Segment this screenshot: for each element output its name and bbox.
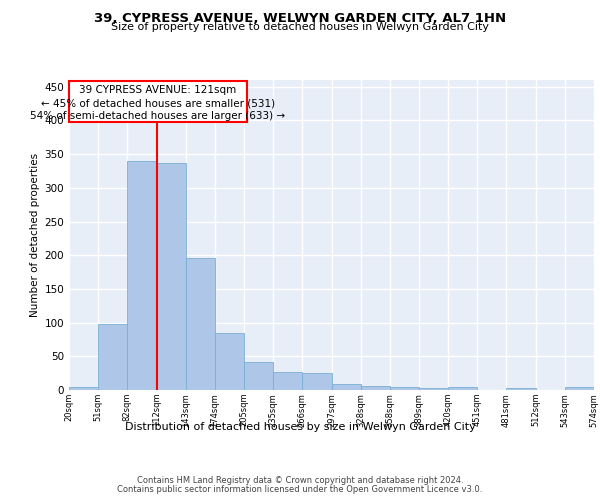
Bar bbox=[506, 388, 536, 390]
Text: ← 45% of detached houses are smaller (531): ← 45% of detached houses are smaller (53… bbox=[41, 98, 275, 108]
Bar bbox=[331, 384, 361, 390]
Bar bbox=[127, 161, 157, 390]
FancyBboxPatch shape bbox=[69, 82, 247, 122]
Bar bbox=[448, 386, 478, 390]
Text: Size of property relative to detached houses in Welwyn Garden City: Size of property relative to detached ho… bbox=[111, 22, 489, 32]
Bar bbox=[185, 258, 215, 390]
Text: Distribution of detached houses by size in Welwyn Garden City: Distribution of detached houses by size … bbox=[125, 422, 475, 432]
Bar bbox=[565, 388, 594, 390]
Y-axis label: Number of detached properties: Number of detached properties bbox=[30, 153, 40, 317]
Bar bbox=[215, 332, 244, 390]
Bar bbox=[419, 388, 448, 390]
Text: Contains HM Land Registry data © Crown copyright and database right 2024.: Contains HM Land Registry data © Crown c… bbox=[137, 476, 463, 485]
Text: 54% of semi-detached houses are larger (633) →: 54% of semi-detached houses are larger (… bbox=[31, 111, 286, 121]
Bar bbox=[157, 163, 185, 390]
Bar bbox=[244, 362, 273, 390]
Bar bbox=[361, 386, 390, 390]
Text: 39, CYPRESS AVENUE, WELWYN GARDEN CITY, AL7 1HN: 39, CYPRESS AVENUE, WELWYN GARDEN CITY, … bbox=[94, 12, 506, 26]
Bar bbox=[390, 386, 419, 390]
Bar bbox=[98, 324, 127, 390]
Bar bbox=[69, 386, 98, 390]
Bar bbox=[273, 372, 302, 390]
Text: Contains public sector information licensed under the Open Government Licence v3: Contains public sector information licen… bbox=[118, 485, 482, 494]
Bar bbox=[302, 373, 331, 390]
Text: 39 CYPRESS AVENUE: 121sqm: 39 CYPRESS AVENUE: 121sqm bbox=[79, 86, 236, 96]
